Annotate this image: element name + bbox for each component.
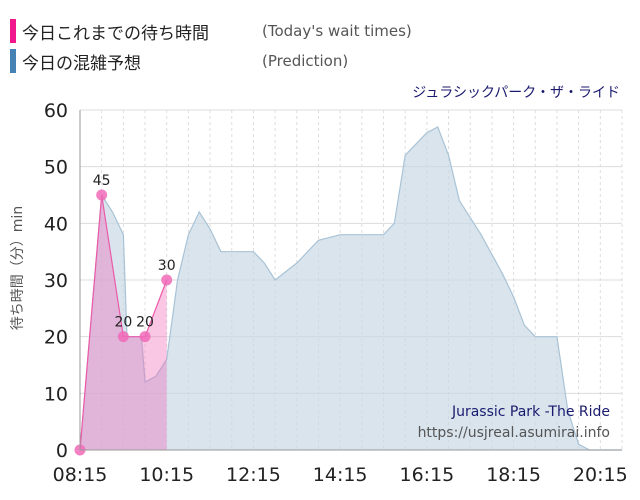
y-tick-label: 20 xyxy=(44,327,68,349)
today-data-label: 30 xyxy=(158,258,176,274)
series-layer: 45 20 20 30 xyxy=(74,126,622,456)
today-data-label: 20 xyxy=(114,315,132,331)
legend-prediction: 今日の混雑予想 (Prediction) xyxy=(10,48,348,74)
legend-swatch-prediction xyxy=(10,49,16,73)
legend-today-label: 今日これまでの待ち時間 xyxy=(22,23,209,44)
today-area xyxy=(80,195,167,450)
x-tick-label: 18:15 xyxy=(486,464,541,486)
x-tick-label: 20:15 xyxy=(573,464,628,486)
today-point xyxy=(117,331,129,343)
y-axis-label: 待ち時間（分）min xyxy=(10,206,26,330)
watermark-name: Jurassic Park -The Ride xyxy=(451,404,610,420)
y-tick-label: 50 xyxy=(44,157,68,179)
today-data-label: 20 xyxy=(136,315,154,331)
x-tick-label: 12:15 xyxy=(226,464,281,486)
y-tick-label: 40 xyxy=(44,213,68,235)
watermark-url: https://usjreal.asumirai.info xyxy=(418,425,610,441)
today-data-label: 45 xyxy=(93,173,111,189)
axes: 0 10 20 30 40 50 60 08:15 10:15 12:15 14:15 16:15 18… xyxy=(44,100,628,486)
y-tick-label: 0 xyxy=(56,440,68,462)
attraction-title: ジュラシックパーク・ザ・ライド xyxy=(412,85,620,101)
x-tick-label: 14:15 xyxy=(313,464,368,486)
today-point xyxy=(96,189,108,201)
legend-today-sub: (Today's wait times) xyxy=(262,22,412,40)
y-tick-label: 10 xyxy=(44,383,68,405)
legend-swatch-today xyxy=(10,19,16,43)
legend-today: 今日これまでの待ち時間 (Today's wait times) xyxy=(10,18,412,44)
y-tick-label: 30 xyxy=(44,270,68,292)
prediction-line xyxy=(79,126,622,451)
y-tick-label: 60 xyxy=(44,100,68,122)
today-point xyxy=(161,274,173,286)
prediction-area xyxy=(80,127,622,450)
x-tick-label: 08:15 xyxy=(53,464,108,486)
today-point xyxy=(139,331,151,343)
x-tick-label: 10:15 xyxy=(139,464,194,486)
legend-prediction-label: 今日の混雑予想 xyxy=(22,53,141,74)
legend: 今日これまでの待ち時間 (Today's wait times) 今日の混雑予想… xyxy=(0,0,640,80)
legend-prediction-sub: (Prediction) xyxy=(262,52,349,70)
x-tick-label: 16:15 xyxy=(399,464,454,486)
